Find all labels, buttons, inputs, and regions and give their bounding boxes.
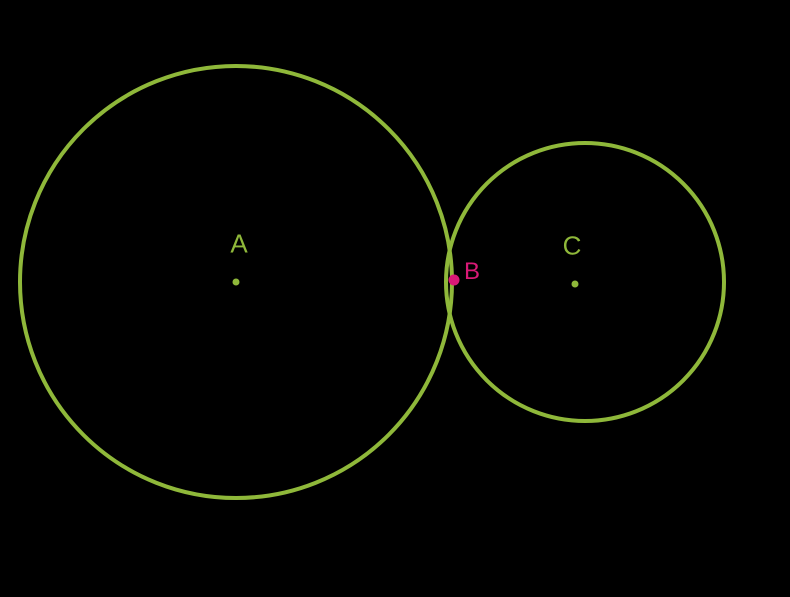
point-b-label: B: [464, 258, 480, 286]
point-c-label: C: [563, 231, 582, 262]
point-a-label: A: [230, 229, 247, 260]
point-c-center-dot: [572, 281, 579, 288]
point-b-tangent-dot: [449, 275, 460, 286]
circle-c: [444, 141, 726, 423]
point-a-center-dot: [233, 279, 240, 286]
tangent-circles-diagram: A B C: [0, 0, 790, 597]
